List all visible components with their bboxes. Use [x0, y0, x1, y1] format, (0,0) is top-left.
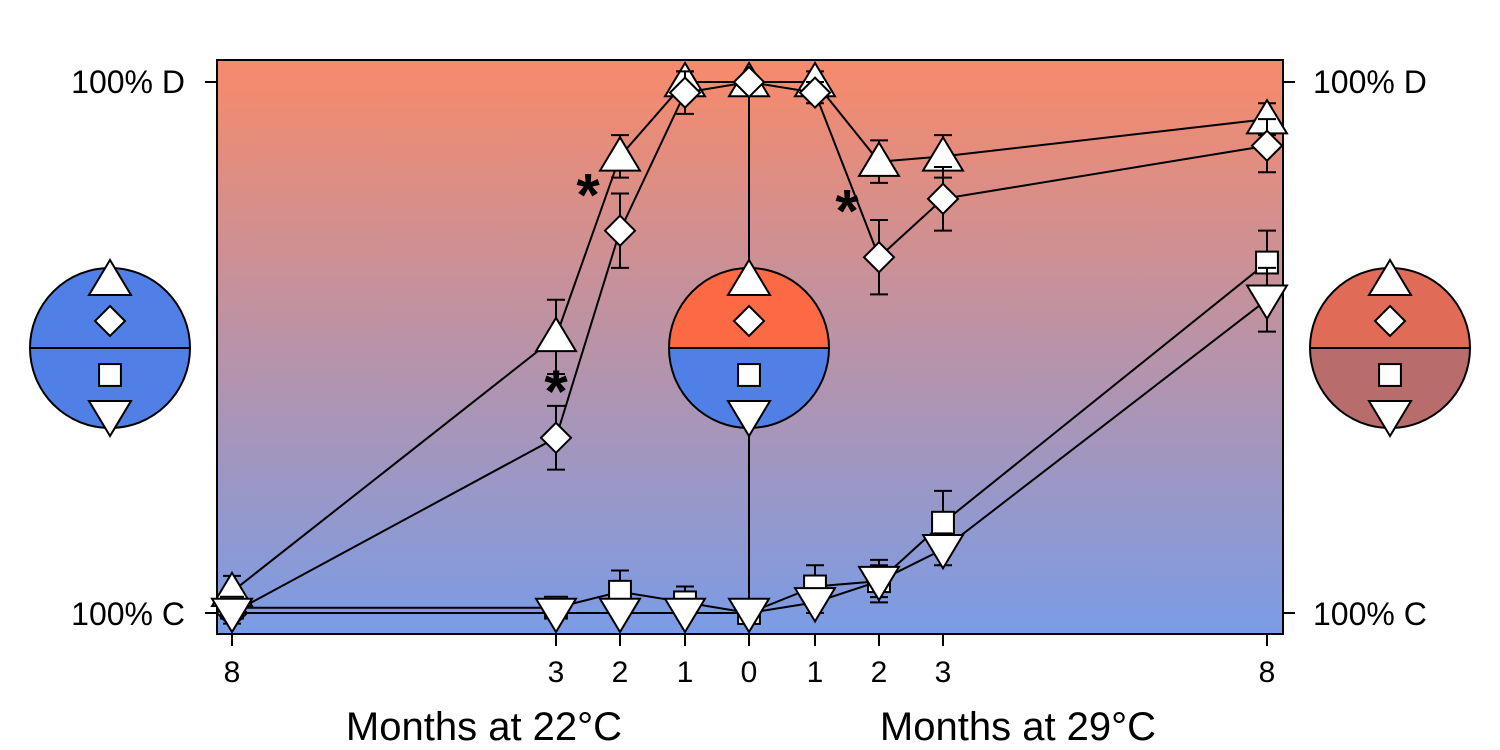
triangle-up-icon [1367, 258, 1413, 296]
inset-right [1309, 258, 1471, 438]
data-point [857, 140, 901, 177]
data-point [539, 421, 573, 455]
data-point [598, 597, 642, 634]
inset-layer [29, 258, 1471, 438]
y-label-right-bottom: 100% C [1313, 596, 1427, 632]
series-triangle-down [210, 266, 1289, 634]
x-tick-label: 1 [807, 656, 824, 689]
inset-left [29, 258, 191, 438]
data-point [663, 597, 707, 634]
inset-bottom-half [1310, 348, 1470, 428]
data-point [727, 597, 771, 634]
data-point [534, 315, 578, 353]
data-point [1245, 284, 1289, 321]
data-point [534, 597, 578, 634]
data-point [603, 214, 637, 248]
x-tick-label: 3 [935, 656, 952, 689]
series-layer [210, 61, 1289, 634]
data-point [732, 65, 766, 99]
data-point [926, 182, 960, 216]
x-tick-label: 8 [1259, 656, 1276, 689]
x-tick-label: 1 [677, 656, 694, 689]
triangle-down-icon [726, 400, 772, 438]
data-point [598, 135, 642, 172]
y-label-right-top: 100% D [1313, 64, 1427, 100]
significance-marker: * [576, 162, 600, 229]
triangle-down-icon [87, 400, 133, 438]
data-point [862, 240, 896, 274]
annotation-layer: * * * [544, 162, 859, 425]
x-axis-title-right: Months at 29°C [880, 705, 1156, 749]
triangle-down-icon [1367, 400, 1413, 438]
data-point [210, 597, 254, 634]
data-point [793, 587, 837, 624]
significance-marker: * [835, 177, 859, 244]
axes: 8 3 2 1 0 1 2 3 8 [205, 81, 1295, 689]
diamond-icon [1373, 304, 1407, 338]
square-icon [1378, 363, 1402, 387]
significance-marker: * [544, 358, 568, 425]
x-tick-label: 3 [548, 656, 565, 689]
x-tick-label: 8 [224, 656, 241, 689]
diamond-icon [732, 304, 766, 338]
square-icon [737, 363, 761, 387]
x-tick-label: 0 [741, 656, 758, 689]
x-tick-label: 2 [612, 656, 629, 689]
x-tick-label: 2 [871, 656, 888, 689]
x-axis-title-left: Months at 22°C [346, 705, 622, 749]
inset-bottom-half [669, 348, 829, 428]
data-point [921, 534, 965, 571]
data-point [668, 76, 702, 110]
y-label-left-top: 100% D [71, 64, 185, 100]
data-point [931, 510, 955, 535]
data-point [1250, 129, 1284, 163]
diamond-icon [93, 304, 127, 338]
data-point [857, 565, 901, 603]
inset-center [668, 258, 830, 438]
data-point [798, 76, 832, 110]
triangle-up-icon [87, 258, 133, 296]
y-label-left-bottom: 100% C [71, 596, 185, 632]
triangle-up-icon [726, 258, 772, 296]
inset-bottom-half [30, 348, 190, 428]
square-icon [98, 363, 122, 387]
